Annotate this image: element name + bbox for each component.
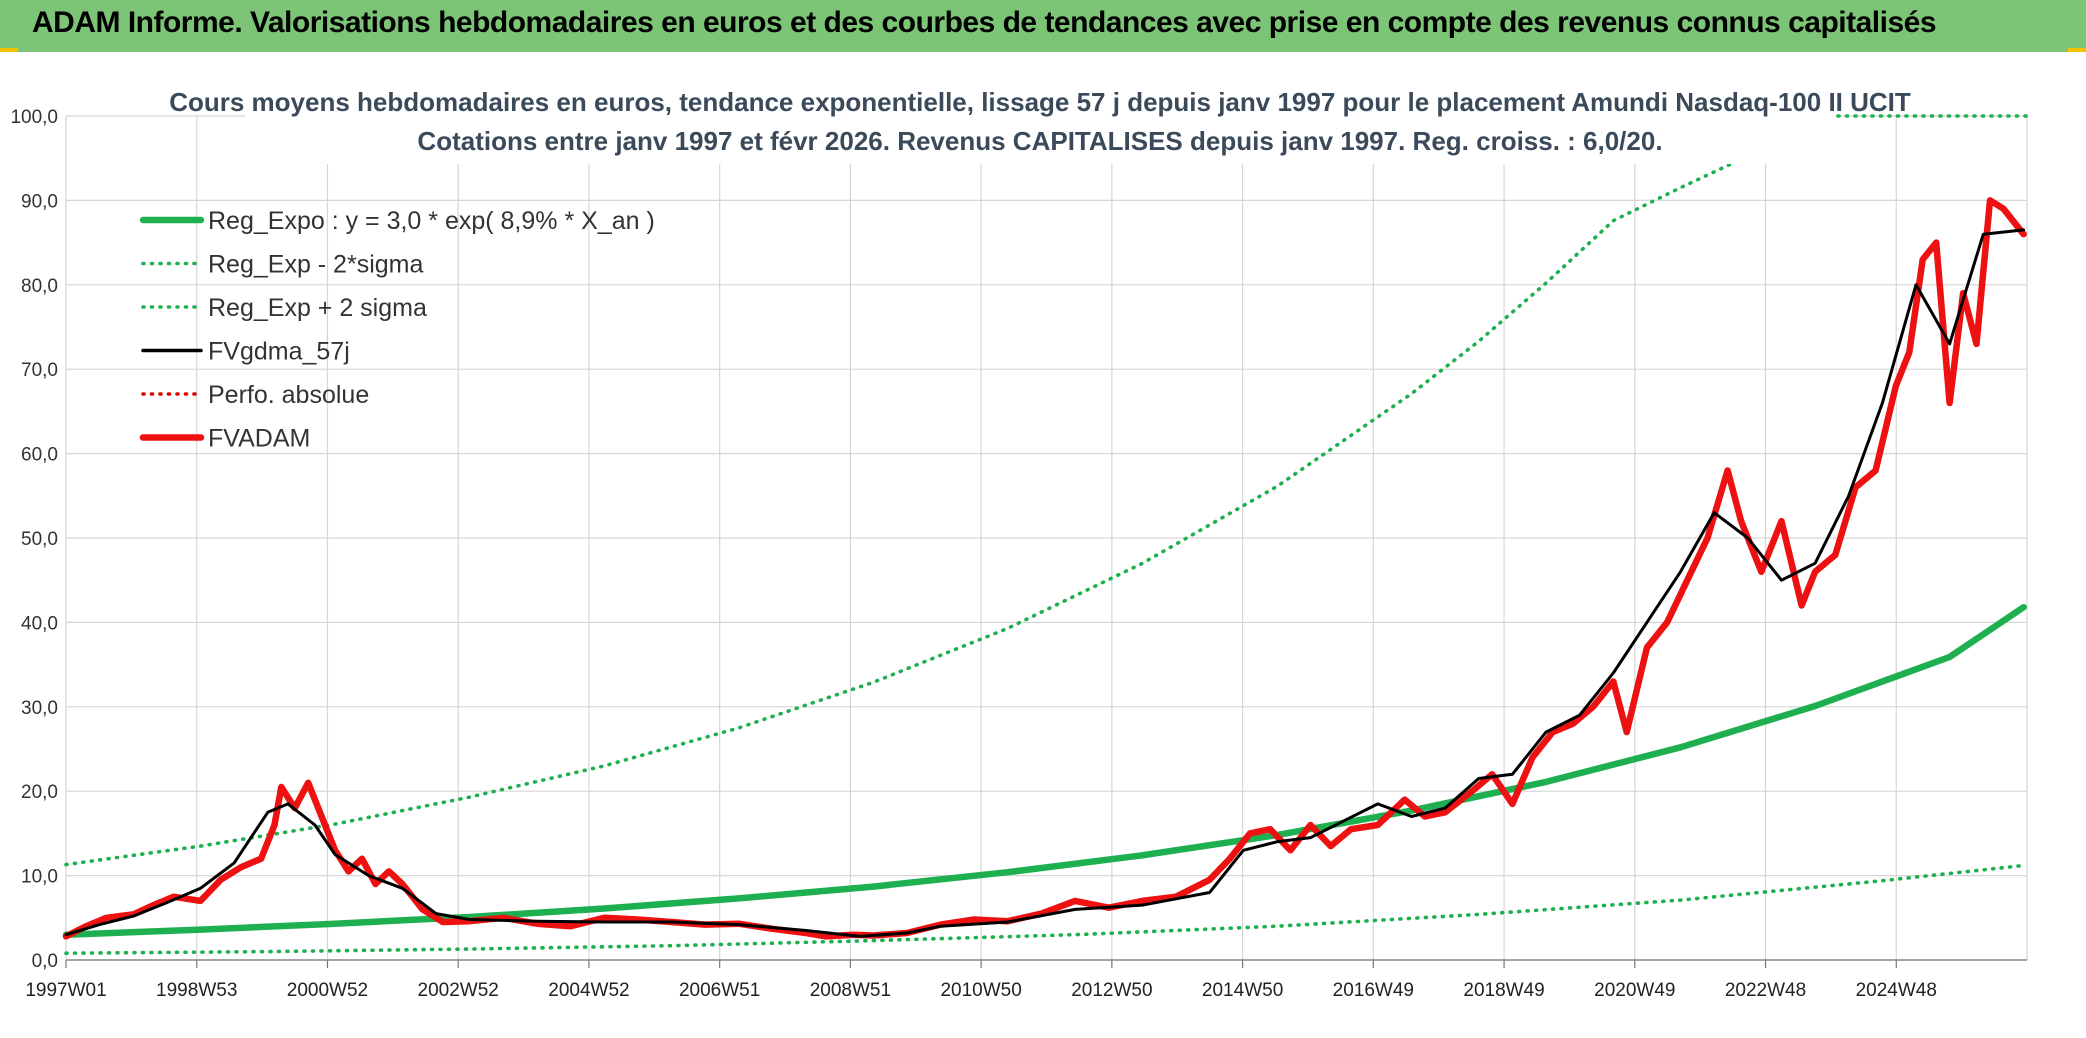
y-tick-label: 0,0 [32, 951, 58, 972]
y-tick-label: 60,0 [21, 445, 58, 466]
line-chart: 0,0 10,0 20,0 30,0 40,0 50,0 60,0 70,0 80,0 90,0 1… [0, 52, 2086, 1038]
series-line-5 [62, 197, 2027, 940]
y-tick-label: 30,0 [21, 698, 58, 719]
x-tick-label: 2008W51 [810, 980, 891, 1001]
legend-label-5: FVADAM [208, 425, 310, 453]
legend: Reg_Expo : y = 3,0 * exp( 8,9% * X_an ) R… [139, 207, 655, 453]
legend-label-0: Reg_Expo : y = 3,0 * exp( 8,9% * X_an ) [208, 207, 655, 235]
x-tick-label: 2016W49 [1333, 980, 1414, 1001]
series-line-1 [64, 863, 2026, 956]
x-tick-label: 2010W50 [940, 980, 1021, 1001]
x-tick-label: 2012W50 [1071, 980, 1152, 1001]
legend-label-2: Reg_Exp + 2 sigma [208, 294, 427, 322]
y-tick-label: 10,0 [21, 867, 58, 888]
subtitle-background [245, 82, 1835, 164]
chart-subtitle-line2: Cotations entre janv 1997 et févr 2026. … [417, 126, 1662, 156]
axes: 0,0 10,0 20,0 30,0 40,0 50,0 60,0 70,0 80,0 90,0 1… [10, 107, 2027, 1001]
x-tick-label: 2024W48 [1856, 980, 1937, 1001]
x-tick-label: 1998W53 [156, 980, 237, 1001]
series-line-3 [64, 228, 2026, 938]
legend-label-3: FVgdma_57j [208, 338, 350, 366]
y-tick-label: 80,0 [21, 276, 58, 297]
y-tick-label: 100,0 [10, 107, 58, 128]
report-title: ADAM Informe. Valorisations hebdomadaire… [32, 6, 1937, 39]
x-tick-label: 2002W52 [418, 980, 499, 1001]
legend-label-1: Reg_Exp - 2*sigma [208, 251, 423, 279]
x-tick-label: 1997W01 [25, 980, 106, 1001]
y-tick-label: 40,0 [21, 613, 58, 634]
y-tick-label: 50,0 [21, 529, 58, 550]
report-banner: ADAM Informe. Valorisations hebdomadaire… [0, 0, 2086, 52]
series-line-0 [62, 603, 2027, 938]
x-tick-label: 2004W52 [548, 980, 629, 1001]
x-tick-label: 2022W48 [1725, 980, 1806, 1001]
x-tick-label: 2006W51 [679, 980, 760, 1001]
series-line-2 [64, 160, 1737, 867]
x-tick-label: 2018W49 [1463, 980, 1544, 1001]
x-tick-label: 2000W52 [287, 980, 368, 1001]
x-tick-label: 2014W50 [1202, 980, 1283, 1001]
y-tick-label: 20,0 [21, 782, 58, 803]
y-tick-label: 90,0 [21, 191, 58, 212]
legend-label-4: Perfo. absolue [208, 381, 369, 409]
x-tick-label: 2020W49 [1594, 980, 1675, 1001]
y-tick-label: 70,0 [21, 360, 58, 381]
series-group [62, 114, 2029, 956]
chart-subtitle-line1: Cours moyens hebdomadaires en euros, ten… [169, 87, 1911, 117]
